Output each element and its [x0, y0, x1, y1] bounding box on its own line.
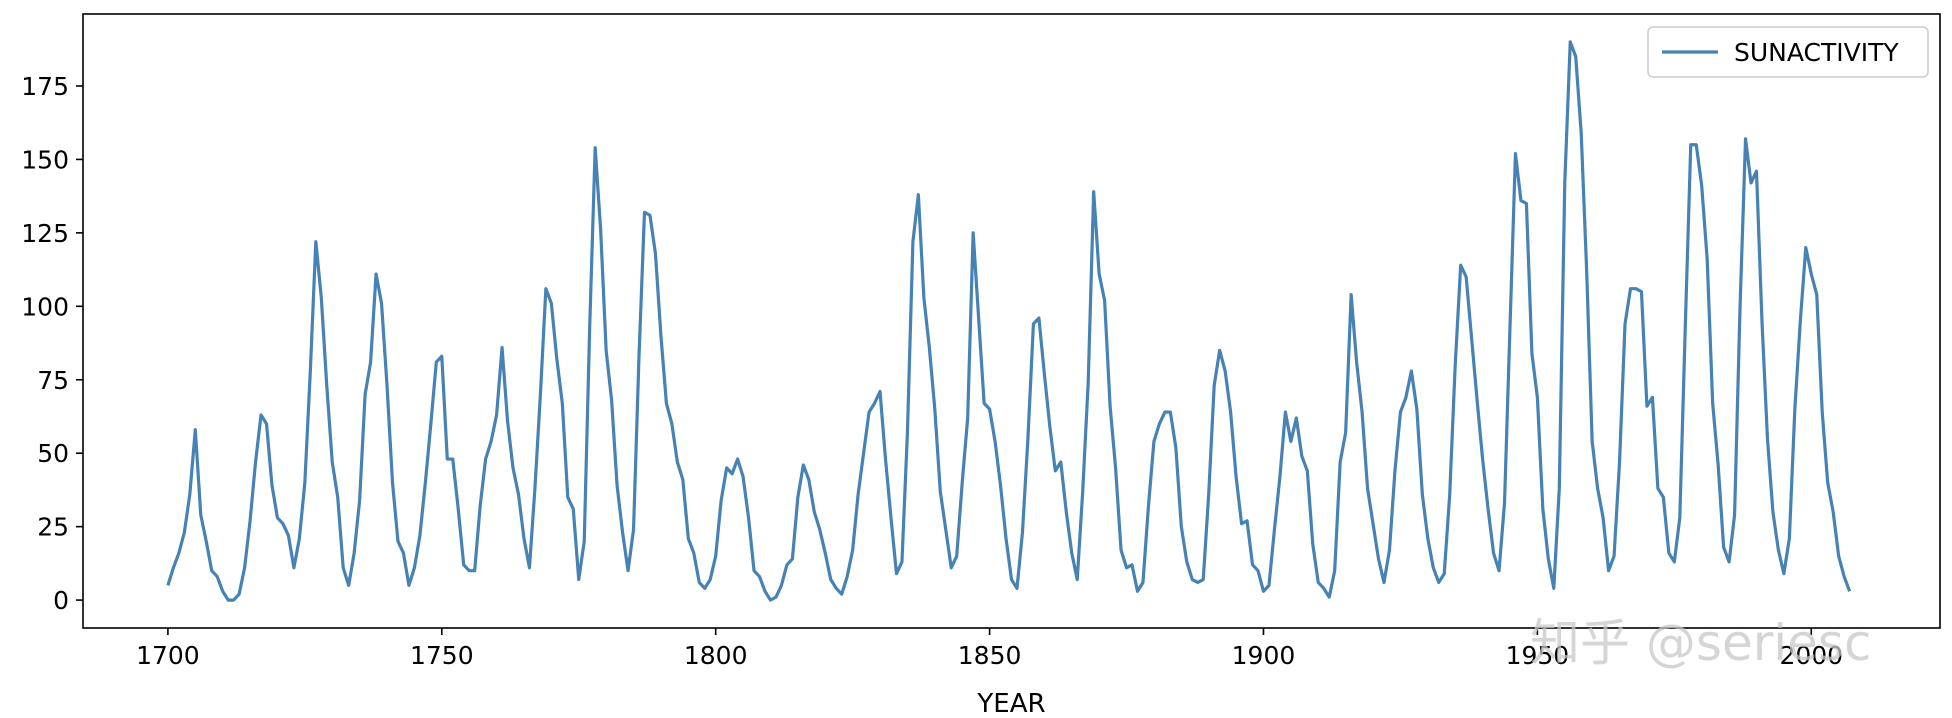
- y-tick-label: 100: [21, 292, 69, 321]
- series-line-sunactivity: [166, 40, 1852, 602]
- x-tick-label: 1850: [958, 641, 1022, 670]
- legend-label-sunactivity: SUNACTIVITY: [1734, 38, 1899, 67]
- x-axis-ticks: 1700 1750 1800 1850 1900 1950 2000: [136, 628, 1843, 670]
- x-tick-label: 1950: [1506, 641, 1570, 670]
- y-tick-label: 25: [37, 513, 69, 542]
- watermark-logo: 知乎 @seriesc: [1530, 614, 1871, 672]
- x-tick-label: 1750: [410, 641, 474, 670]
- legend: SUNACTIVITY: [1647, 26, 1929, 78]
- y-tick-label: 150: [21, 145, 69, 174]
- x-tick-label: 1900: [1232, 641, 1296, 670]
- plot-frame: [82, 13, 1941, 629]
- x-tick-label: 2000: [1779, 641, 1843, 670]
- y-tick-label: 0: [53, 586, 69, 615]
- x-axis-label: YEAR: [976, 689, 1045, 718]
- y-axis-ticks: 0 25 50 75 100 125 150 175: [21, 72, 83, 615]
- x-tick-label: 1800: [684, 641, 748, 670]
- y-tick-label: 125: [21, 219, 69, 248]
- x-tick-label: 1700: [136, 641, 200, 670]
- legend-box: [1647, 26, 1929, 78]
- series-layer: [166, 40, 1852, 602]
- y-tick-label: 50: [37, 439, 69, 468]
- y-tick-label: 75: [37, 366, 69, 395]
- y-tick-label: 175: [21, 72, 69, 101]
